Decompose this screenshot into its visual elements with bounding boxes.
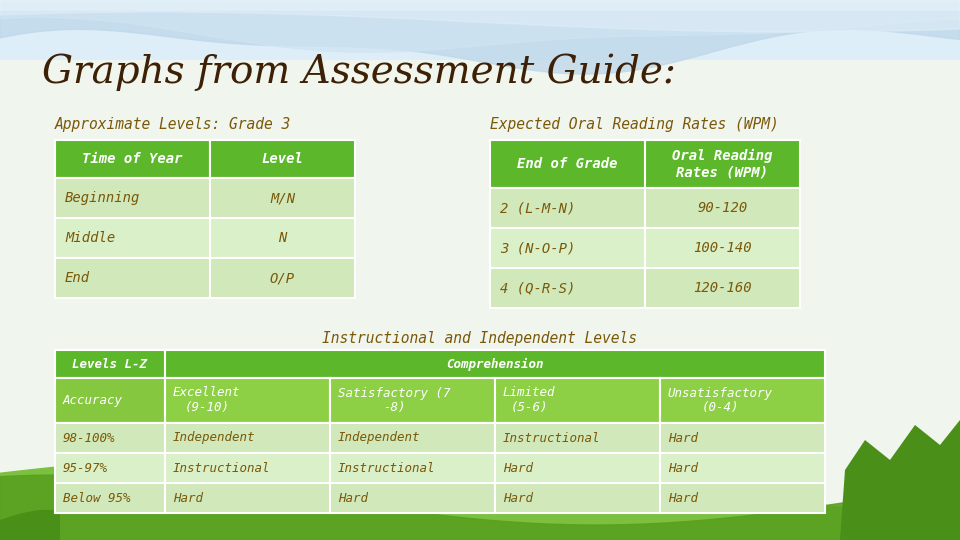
Polygon shape <box>840 420 960 540</box>
Bar <box>55 140 210 178</box>
Bar <box>330 483 495 513</box>
Text: Hard: Hard <box>173 491 203 504</box>
Text: Instructional: Instructional <box>173 462 271 475</box>
Bar <box>55 178 210 218</box>
Bar <box>55 218 210 258</box>
Bar <box>495 483 660 513</box>
Text: Below 95%: Below 95% <box>63 491 131 504</box>
Bar <box>495 378 660 423</box>
Text: 100-140: 100-140 <box>693 241 752 255</box>
Bar <box>210 258 355 298</box>
Bar <box>490 228 645 268</box>
Bar <box>165 483 330 513</box>
Text: Instructional: Instructional <box>338 462 436 475</box>
Bar <box>330 453 495 483</box>
Text: Instructional: Instructional <box>503 431 601 444</box>
Text: Middle: Middle <box>65 231 115 245</box>
Bar <box>210 140 355 178</box>
Bar <box>55 423 165 453</box>
Text: Excellent
(9-10): Excellent (9-10) <box>173 387 241 415</box>
Text: End of Grade: End of Grade <box>517 157 617 171</box>
Bar <box>330 378 495 423</box>
Text: M/N: M/N <box>270 191 295 205</box>
Text: Beginning: Beginning <box>65 191 140 205</box>
Text: Expected Oral Reading Rates (WPM): Expected Oral Reading Rates (WPM) <box>490 118 779 132</box>
Bar <box>645 188 800 228</box>
Bar <box>645 228 800 268</box>
Bar <box>55 453 165 483</box>
Text: 90-120: 90-120 <box>697 201 748 215</box>
Bar <box>165 423 330 453</box>
Text: Hard: Hard <box>668 491 698 504</box>
Bar <box>495 423 660 453</box>
Text: Hard: Hard <box>338 491 368 504</box>
Bar <box>490 268 645 308</box>
Bar <box>55 483 165 513</box>
Bar <box>55 350 165 378</box>
Bar <box>645 268 800 308</box>
Text: Time of Year: Time of Year <box>83 152 182 166</box>
Text: Oral Reading
Rates (WPM): Oral Reading Rates (WPM) <box>672 149 773 179</box>
Bar <box>495 453 660 483</box>
Bar <box>210 178 355 218</box>
Text: Graphs from Assessment Guide:: Graphs from Assessment Guide: <box>42 53 676 91</box>
Text: N: N <box>278 231 287 245</box>
Bar <box>660 378 825 423</box>
Bar <box>490 140 645 188</box>
Text: Hard: Hard <box>668 431 698 444</box>
Bar <box>660 453 825 483</box>
Bar <box>330 423 495 453</box>
Bar <box>0 60 960 540</box>
Bar <box>165 350 825 378</box>
Text: 120-160: 120-160 <box>693 281 752 295</box>
Text: Approximate Levels: Grade 3: Approximate Levels: Grade 3 <box>55 118 291 132</box>
Text: Independent: Independent <box>173 431 255 444</box>
Bar <box>165 453 330 483</box>
Text: 4 (Q-R-S): 4 (Q-R-S) <box>500 281 575 295</box>
Text: 98-100%: 98-100% <box>63 431 115 444</box>
Bar <box>210 218 355 258</box>
Text: End: End <box>65 271 90 285</box>
Text: Hard: Hard <box>668 462 698 475</box>
Bar <box>55 378 165 423</box>
Text: Levels L-Z: Levels L-Z <box>73 357 148 370</box>
Text: 95-97%: 95-97% <box>63 462 108 475</box>
Bar <box>55 258 210 298</box>
Text: 3 (N-O-P): 3 (N-O-P) <box>500 241 575 255</box>
Text: Level: Level <box>261 152 303 166</box>
Text: Independent: Independent <box>338 431 420 444</box>
Text: Unsatisfactory
(0-4): Unsatisfactory (0-4) <box>668 387 773 415</box>
Text: Comprehension: Comprehension <box>446 357 543 370</box>
Bar <box>660 423 825 453</box>
Bar <box>645 140 800 188</box>
Text: Accuracy: Accuracy <box>63 394 123 407</box>
Bar <box>660 483 825 513</box>
Text: Satisfactory (7
-8): Satisfactory (7 -8) <box>338 387 450 415</box>
Bar <box>165 378 330 423</box>
Bar <box>490 188 645 228</box>
Text: Hard: Hard <box>503 462 533 475</box>
Text: Hard: Hard <box>503 491 533 504</box>
Text: O/P: O/P <box>270 271 295 285</box>
Text: Limited
(5-6): Limited (5-6) <box>503 387 556 415</box>
Text: 2 (L-M-N): 2 (L-M-N) <box>500 201 575 215</box>
Text: Instructional and Independent Levels: Instructional and Independent Levels <box>323 330 637 346</box>
